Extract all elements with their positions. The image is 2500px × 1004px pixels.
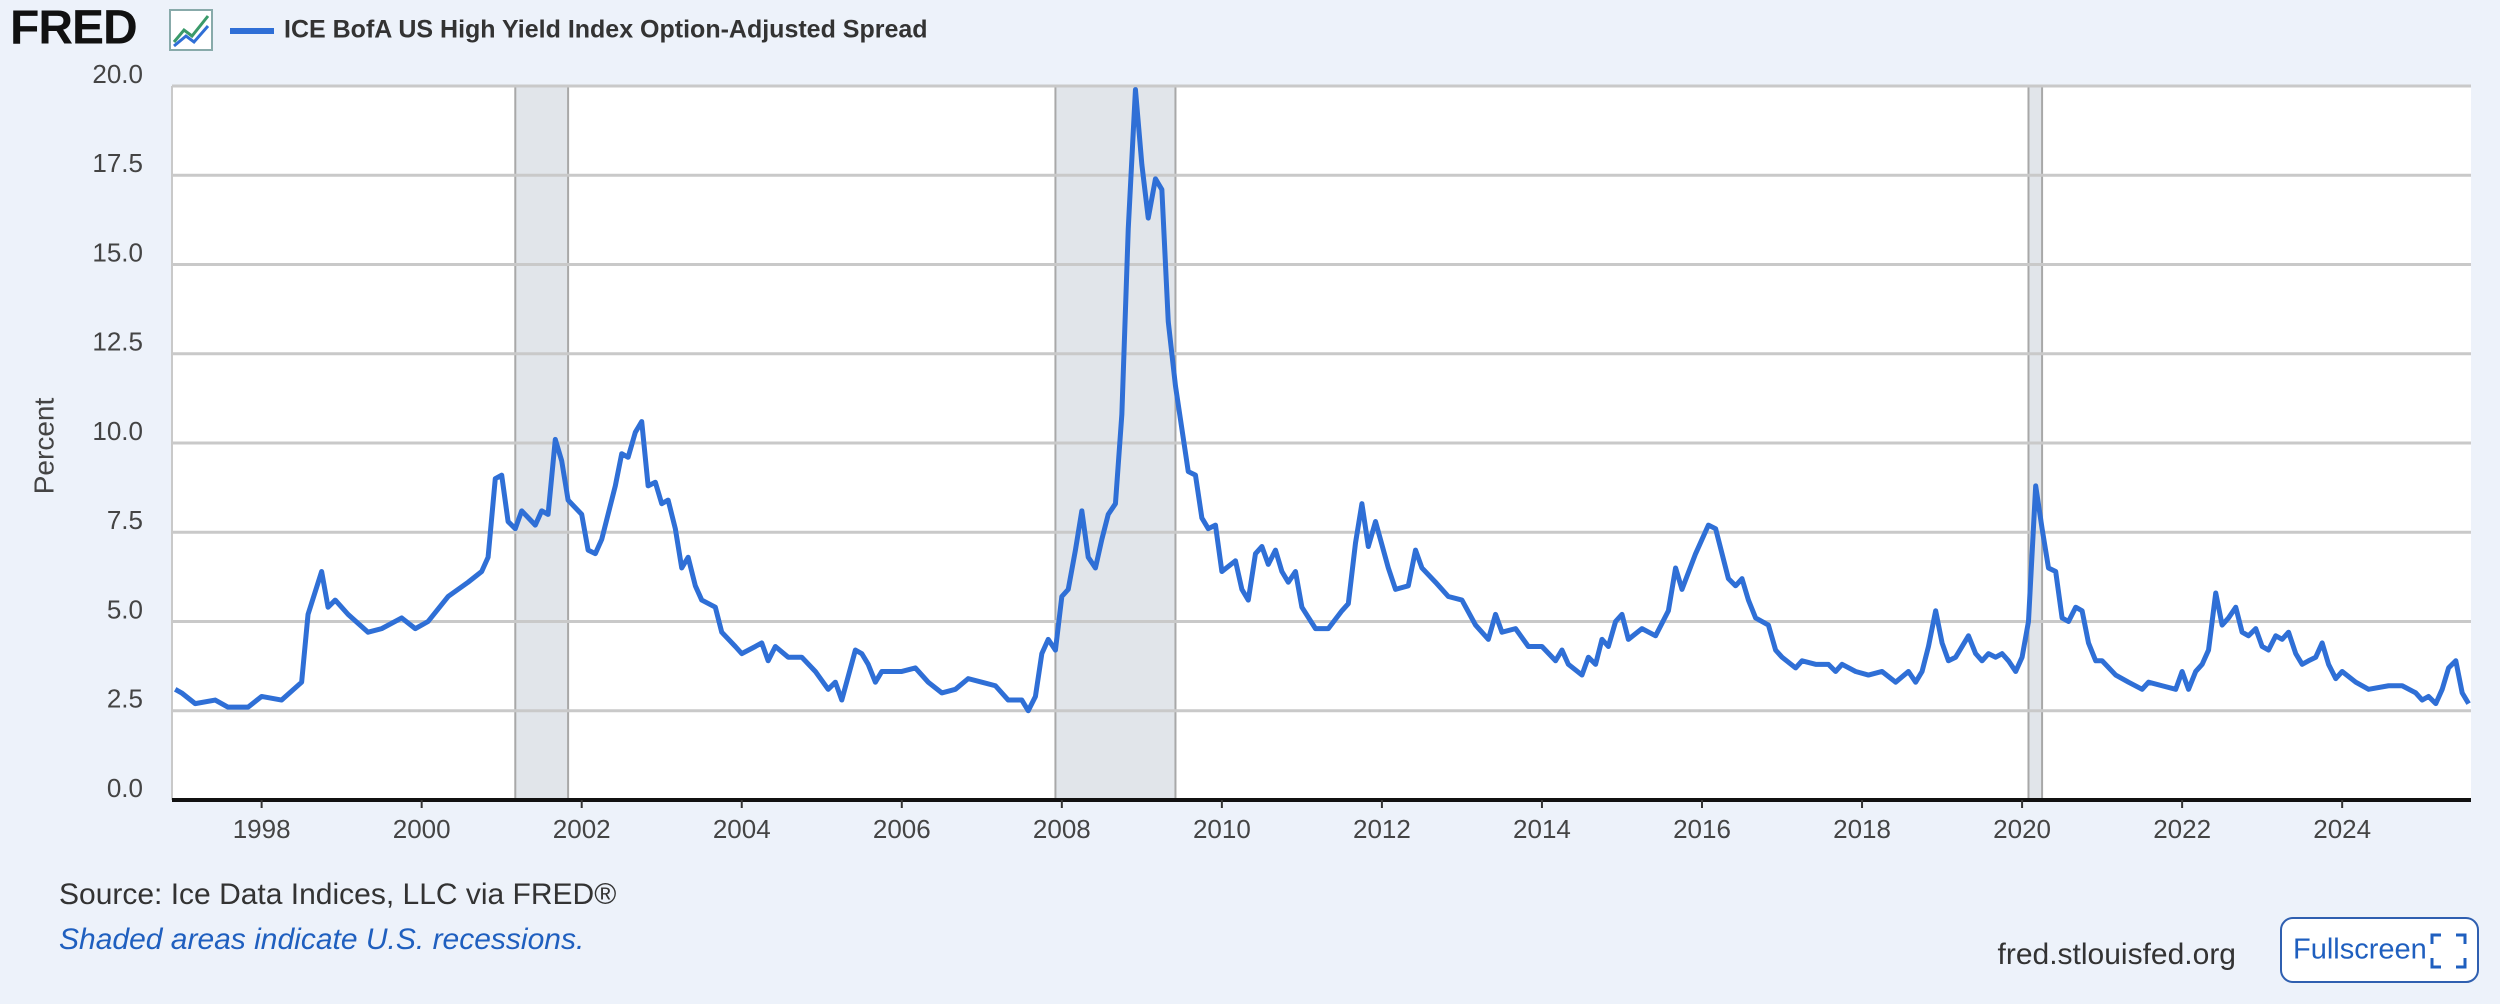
source: Source: Ice Data Indices, LLC via FRED® [59, 878, 616, 911]
x-tick-label: 2006 [873, 814, 931, 844]
x-tick-label: 2000 [393, 814, 451, 844]
logo-icon [169, 9, 213, 51]
site-url: fred.stlouisfed.org [1998, 938, 2236, 971]
y-tick-label: 2.5 [107, 684, 143, 714]
x-tick-label: 2018 [1833, 814, 1891, 844]
y-tick-label: 7.5 [107, 505, 143, 535]
series-line [173, 87, 2471, 714]
fullscreen-label[interactable]: Fullscreen [2293, 934, 2427, 966]
y-tick-label: 17.5 [92, 148, 143, 178]
legend-label: ICE BofA US High Yield Index Option-Adju… [284, 16, 928, 44]
y-tick-label: 12.5 [92, 327, 143, 357]
x-tick-label: 2022 [2153, 814, 2211, 844]
x-tick-label: 2010 [1193, 814, 1251, 844]
x-tick-label: 1998 [233, 814, 291, 844]
x-tick-label: 2004 [713, 814, 771, 844]
x-tick-label: 2012 [1353, 814, 1411, 844]
fullscreen-icon[interactable] [2430, 933, 2467, 969]
y-tick-label: 0.0 [107, 773, 143, 803]
logo: FRED [10, 2, 137, 55]
x-tick-label: 2020 [1993, 814, 2051, 844]
plot [171, 84, 2471, 802]
x-tick-label: 2002 [553, 814, 611, 844]
y-axis-title: Percent [28, 398, 59, 495]
x-tick-label: 2008 [1033, 814, 1091, 844]
recession-note: Shaded areas indicate U.S. recessions. [59, 923, 584, 956]
x-tick-label: 2024 [2313, 814, 2371, 844]
y-tick-label: 20.0 [92, 59, 143, 89]
fullscreen-button[interactable]: Fullscreen [2280, 917, 2479, 983]
y-tick-label: 5.0 [107, 594, 143, 624]
y-tick-label: 15.0 [92, 237, 143, 267]
x-tick-label: 2014 [1513, 814, 1571, 844]
x-tick-label: 2016 [1673, 814, 1731, 844]
y-tick-label: 10.0 [92, 416, 143, 446]
